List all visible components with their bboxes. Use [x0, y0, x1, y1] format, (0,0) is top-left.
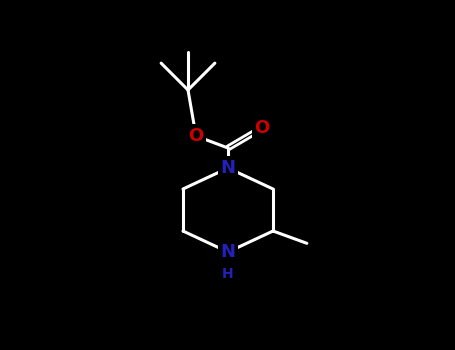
- Text: N: N: [221, 159, 236, 177]
- Text: H: H: [222, 267, 234, 281]
- Text: O: O: [188, 127, 204, 145]
- Text: N: N: [221, 243, 236, 261]
- Text: O: O: [254, 119, 270, 137]
